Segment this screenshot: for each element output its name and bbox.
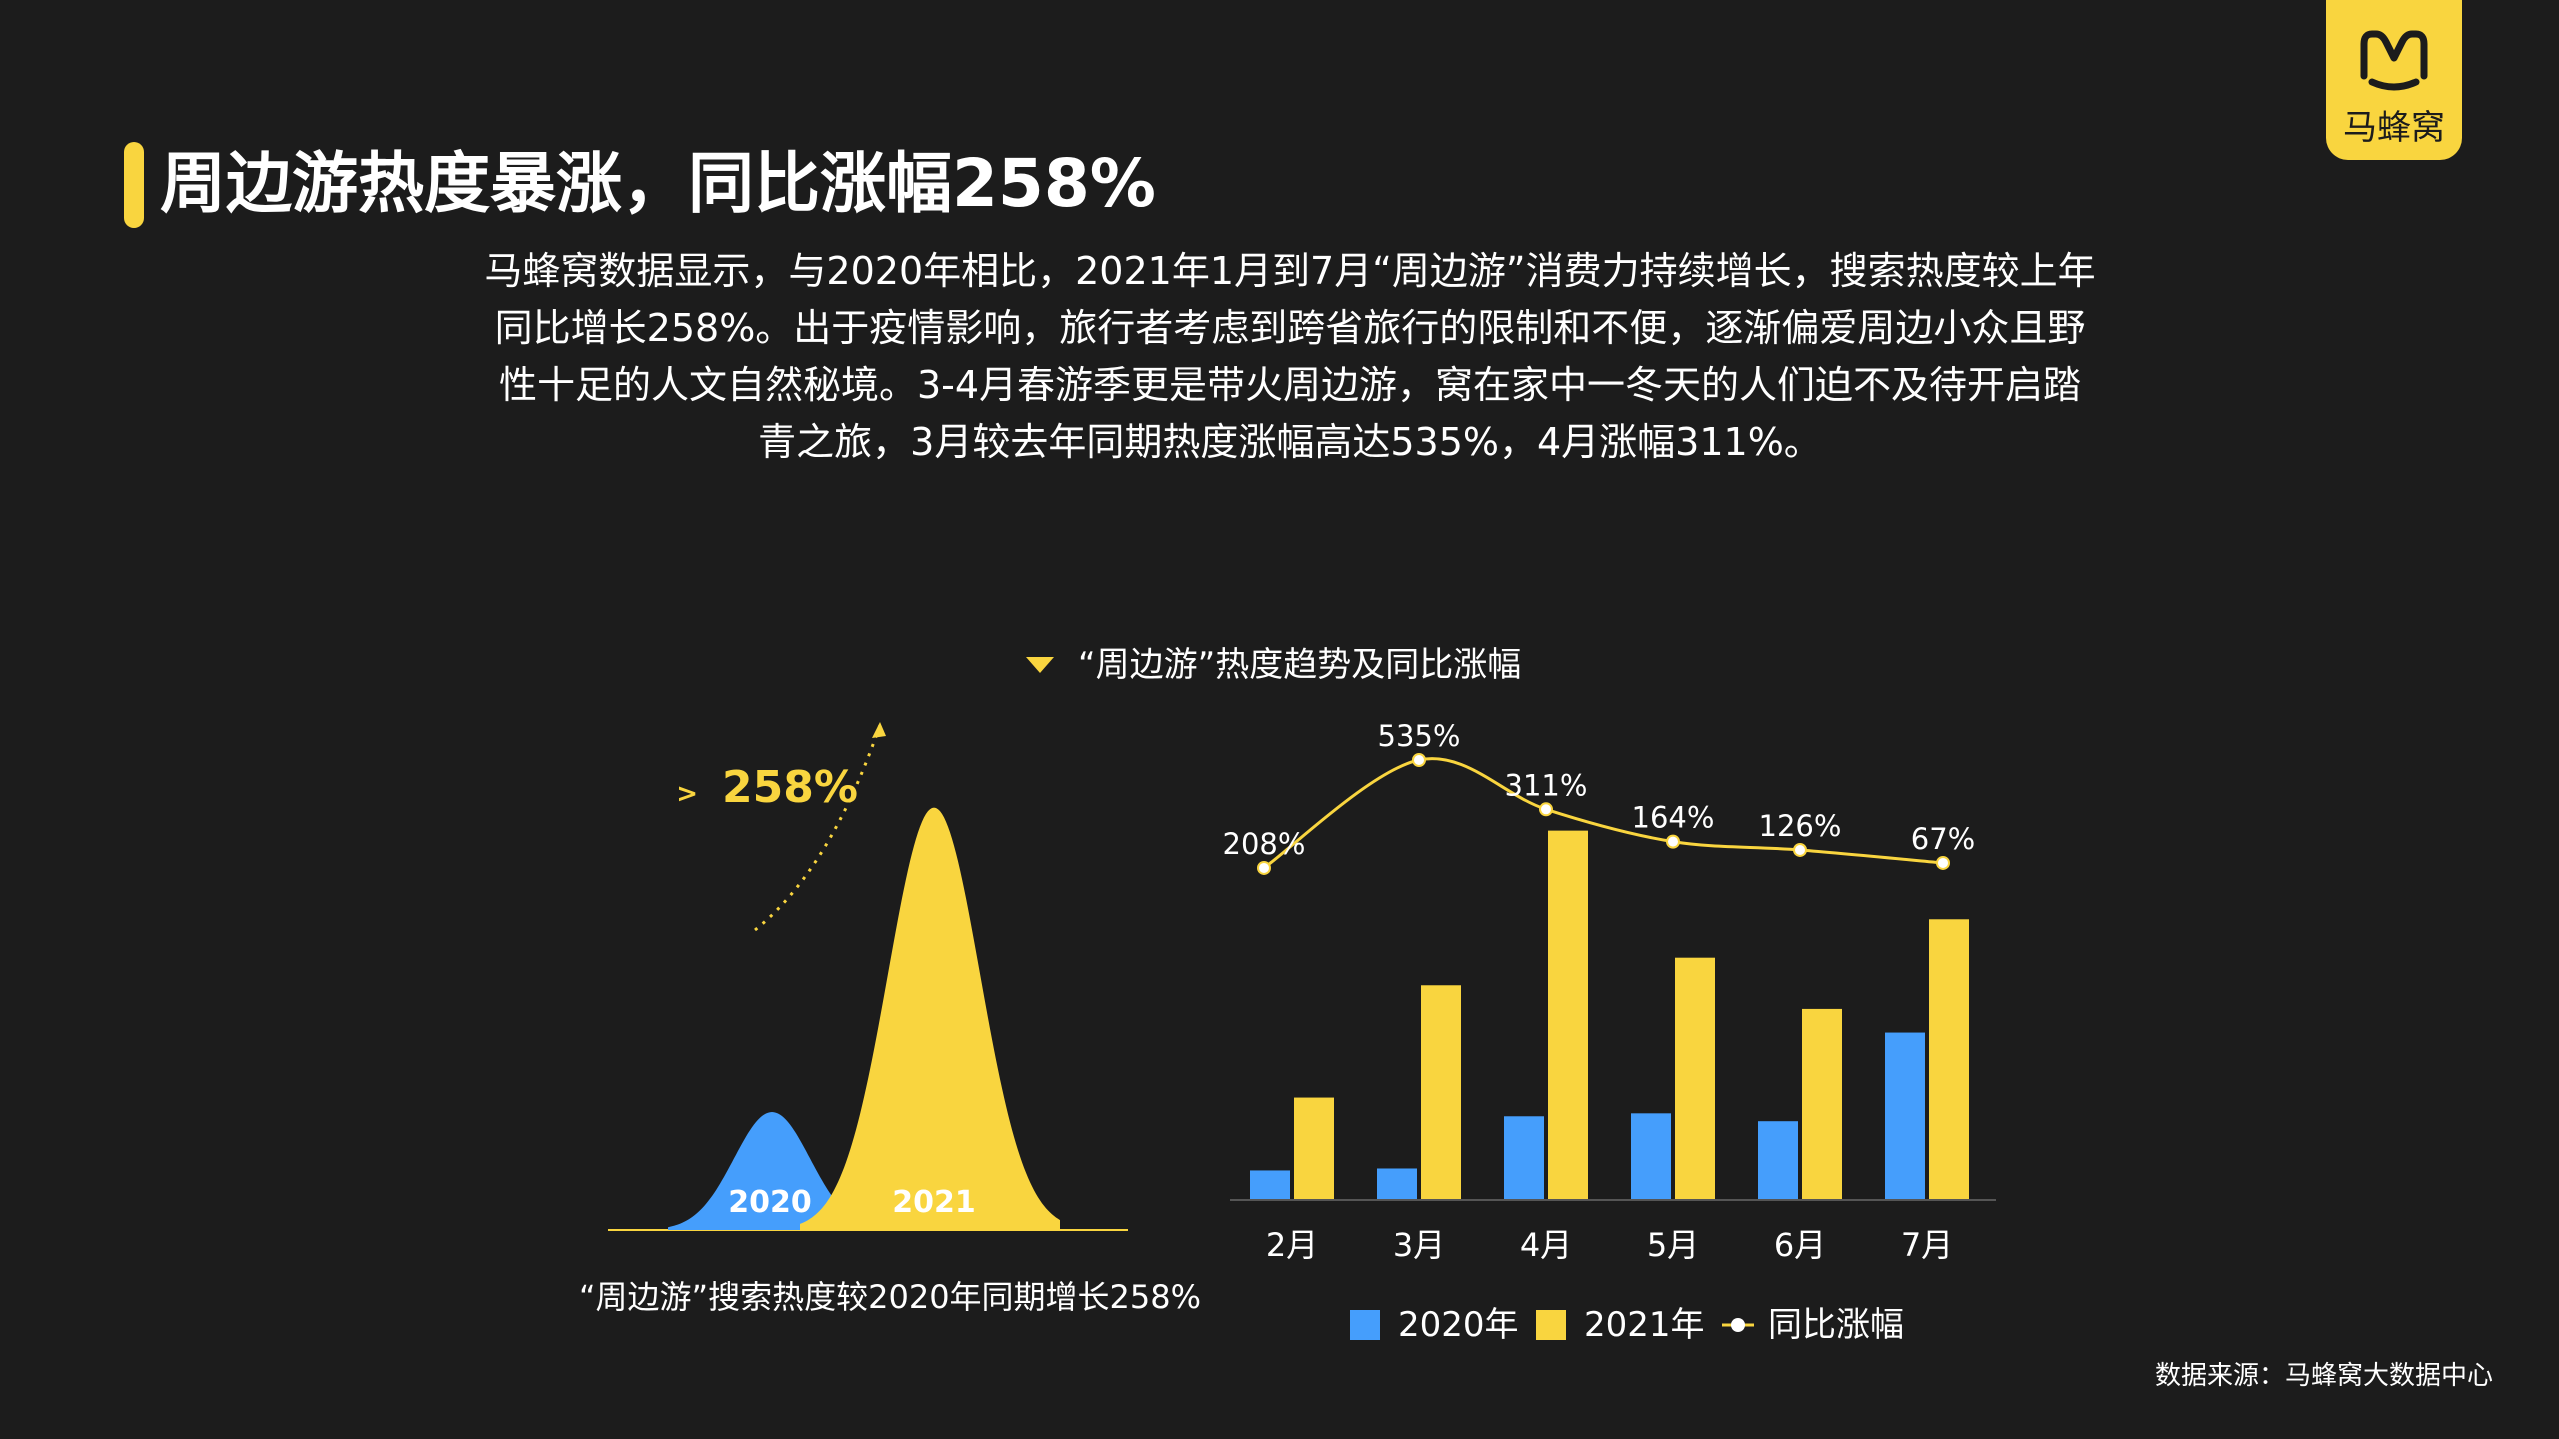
- bar-2021: [1548, 830, 1588, 1200]
- x-tick-label: 6月: [1774, 1226, 1826, 1264]
- logo-text: 马蜂窝: [2343, 108, 2445, 148]
- bar-2020: [1504, 1116, 1544, 1200]
- yoy-point: [1257, 860, 1271, 875]
- description: 马蜂窝数据显示，与2020年相比，2021年1月到7月“周边游”消费力持续增长，…: [430, 243, 2150, 471]
- arrow-head-icon: [872, 722, 886, 738]
- x-tick-label: 5月: [1647, 1226, 1699, 1264]
- x-tick-label: 7月: [1901, 1226, 1953, 1264]
- chart-title-text: “周边游”热度趋势及同比涨幅: [1078, 645, 1522, 685]
- growth-value: 258%: [722, 762, 858, 813]
- x-tick-label: 4月: [1520, 1226, 1572, 1264]
- series-2021-label: 2021: [892, 1185, 976, 1220]
- legend-label: 2021年: [1584, 1305, 1705, 1345]
- bar-2021: [1929, 919, 1969, 1200]
- growth-distribution-chart: 2020 2021 > 258%: [608, 722, 1128, 1231]
- yoy-point: [1412, 753, 1426, 767]
- data-source: 数据来源：马蜂窝大数据中心: [2154, 1361, 2493, 1391]
- legend-line-marker-icon: [1722, 1318, 1754, 1332]
- mafengwo-m-icon: [2360, 30, 2428, 91]
- title-accent-bar: [124, 142, 144, 228]
- description-line: 青之旅，3月较去年同期热度涨幅高达535%，4月涨幅311%。: [758, 420, 1822, 464]
- page-title: 周边游热度暴涨，同比涨幅258%: [160, 145, 1156, 222]
- yoy-data-label: 311%: [1505, 768, 1588, 802]
- legend-item-2020: 2020年: [1350, 1300, 1520, 1350]
- bar-2021: [1421, 985, 1461, 1200]
- bar-2021: [1675, 957, 1715, 1200]
- yoy-data-label: 535%: [1378, 719, 1461, 753]
- bar-2021: [1802, 1008, 1842, 1200]
- legend-item-2021: 2021年: [1536, 1300, 1706, 1350]
- yoy-point: [1793, 842, 1807, 857]
- legend-label: 同比涨幅: [1768, 1305, 1904, 1345]
- series-2020-label: 2020: [728, 1185, 812, 1220]
- description-line: 同比增长258%。出于疫情影响，旅行者考虑到跨省旅行的限制和不便，逐渐偏爱周边小…: [494, 306, 2086, 350]
- yoy-point: [1666, 834, 1680, 849]
- growth-arrow-label: >: [676, 779, 698, 809]
- bar-2020: [1250, 1170, 1290, 1200]
- x-tick-label: 3月: [1393, 1226, 1445, 1264]
- yoy-data-label: 126%: [1759, 809, 1842, 843]
- bar-2020: [1758, 1121, 1798, 1200]
- legend-label: 2020年: [1398, 1305, 1519, 1345]
- yoy-data-label: 164%: [1632, 801, 1715, 835]
- yoy-point: [1936, 855, 1950, 870]
- yoy-point: [1539, 802, 1553, 817]
- yoy-data-label: 67%: [1911, 822, 1975, 856]
- triangle-down-icon: [1026, 657, 1054, 673]
- legend-swatch-blue: [1350, 1310, 1380, 1340]
- bar-2020: [1885, 1032, 1925, 1200]
- trend-bar-chart: 2月 3月 4月 5月 6月 7月 208% 535% 311% 164% 126% 67%: [1223, 719, 1996, 1264]
- yoy-line: [1263, 757, 1944, 870]
- bar-2020: [1377, 1168, 1417, 1200]
- left-chart-caption: “周边游”搜索热度较2020年同期增长258%: [578, 1278, 1202, 1316]
- bar-2021: [1294, 1097, 1334, 1200]
- legend-swatch-yellow: [1536, 1310, 1566, 1340]
- series-2021-area: [800, 807, 1060, 1230]
- description-line: 马蜂窝数据显示，与2020年相比，2021年1月到7月“周边游”消费力持续增长，…: [484, 249, 2096, 293]
- logo: 马蜂窝: [2326, 0, 2462, 160]
- description-line: 性十足的人文自然秘境。3-4月春游季更是带火周边游，窝在家中一冬天的人们迫不及待…: [498, 363, 2082, 407]
- bar-2020: [1631, 1113, 1671, 1200]
- legend-item-yoy: 同比涨幅: [1720, 1300, 1920, 1350]
- growth-arrow: [754, 724, 882, 932]
- yoy-data-label: 208%: [1223, 827, 1306, 861]
- x-tick-label: 2月: [1266, 1226, 1318, 1264]
